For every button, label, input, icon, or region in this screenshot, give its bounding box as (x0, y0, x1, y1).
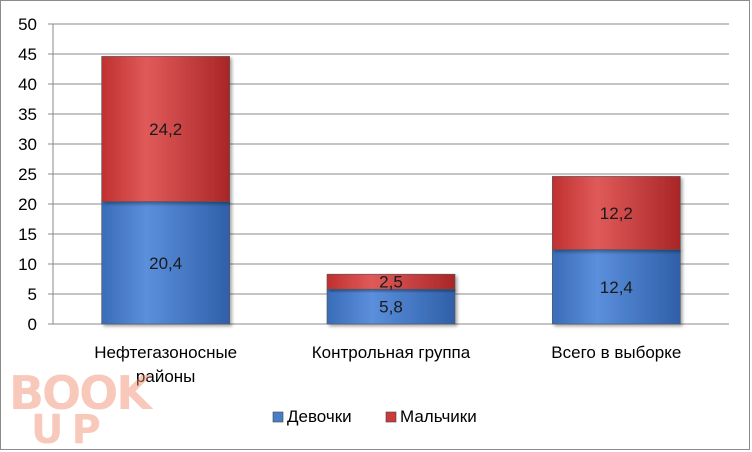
bar-segment (101, 201, 230, 325)
y-tick-label: 10 (18, 255, 37, 274)
x-category-label: Всего в выборке (551, 343, 681, 362)
data-label: 2,5 (379, 273, 403, 292)
legend-label: Девочки (287, 407, 352, 426)
x-category-label: Контрольная группа (312, 343, 471, 362)
x-category-label: Нефтегазоносные (94, 343, 237, 362)
data-label: 12,4 (600, 278, 633, 297)
x-category-label: районы (136, 367, 195, 386)
legend-swatch (272, 411, 284, 423)
data-label: 5,8 (379, 298, 403, 317)
y-tick-label: 40 (18, 75, 37, 94)
y-tick-label: 15 (18, 225, 37, 244)
bars (101, 56, 681, 325)
data-label: 12,2 (600, 204, 633, 223)
bar-segment (101, 56, 230, 202)
y-tick-label: 50 (18, 15, 37, 34)
watermark-logo-bottom: UP (31, 407, 109, 450)
data-labels: 20,4 24,2 5,8 2,5 12,4 12,2 (149, 120, 633, 317)
legend-label: Мальчики (400, 407, 477, 426)
bar-segment (326, 288, 456, 325)
y-tick-label: 5 (28, 285, 37, 304)
data-label: 20,4 (149, 254, 182, 273)
legend: Девочки Мальчики (272, 407, 477, 426)
y-tick-label: 20 (18, 195, 37, 214)
bar-segment (552, 249, 681, 325)
legend-swatch (385, 411, 397, 423)
data-label: 24,2 (149, 120, 182, 139)
bar-segment (552, 176, 681, 250)
category-labels: Нефтегазоносные районы Контрольная группа В… (94, 343, 681, 386)
y-tick-label: 0 (28, 315, 37, 334)
y-tick-label: 45 (18, 45, 37, 64)
y-tick-label: 30 (18, 135, 37, 154)
y-tick-label: 25 (18, 165, 37, 184)
y-tick-label: 35 (18, 105, 37, 124)
bar-segment (326, 273, 456, 290)
watermark-logo-top: BOOK (9, 366, 154, 420)
